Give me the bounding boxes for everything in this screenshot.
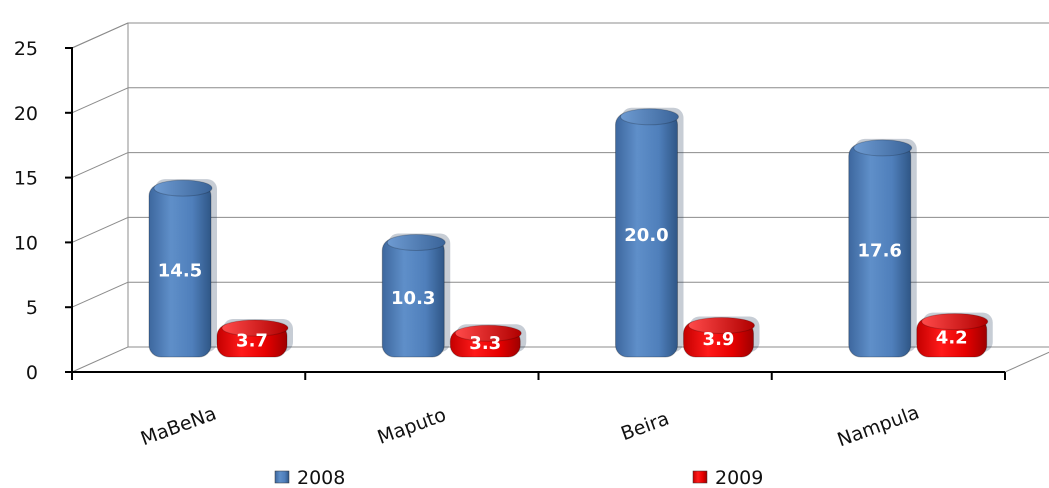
bar-2008-top <box>853 139 913 157</box>
bar-2009-top <box>454 324 522 342</box>
bar-2008-top <box>386 234 446 252</box>
bar-2009-top <box>921 313 989 331</box>
data-label-2009: 3.3 <box>469 333 501 354</box>
bar-2009 <box>683 316 760 358</box>
gridline-diagonal <box>71 152 129 179</box>
category-label: Beira <box>618 408 672 446</box>
legend-label-2009: 2009 <box>715 467 763 488</box>
bar-2008-top <box>153 179 213 197</box>
bars <box>148 107 993 358</box>
bar-2008-top <box>620 108 679 126</box>
bar-2009 <box>216 319 293 358</box>
bar-2008 <box>615 107 684 358</box>
bar-2008 <box>381 233 451 358</box>
category-label: Nampula <box>834 401 922 451</box>
bar-2009 <box>916 312 993 358</box>
bar-2008 <box>148 179 217 358</box>
legend-swatch-2009 <box>692 470 708 484</box>
gridline-diagonal <box>71 346 129 373</box>
y-tick-labels: 0 5 10 15 20 25 <box>14 38 38 384</box>
gridline-diagonal <box>71 281 129 308</box>
data-labels: 14.5 3.7 10.3 3.3 20.0 3.9 17.6 4.2 <box>158 225 968 354</box>
data-label-2009: 3.7 <box>236 331 268 352</box>
data-label-2008: 10.3 <box>391 288 435 309</box>
floor-right-edge <box>1004 351 1049 373</box>
y-tick-label: 25 <box>14 38 38 60</box>
bar-2008 <box>848 138 917 358</box>
axes <box>65 47 1006 380</box>
data-label-2008: 14.5 <box>158 261 202 282</box>
legend-label-2008: 2008 <box>297 467 345 488</box>
gridline-diagonal <box>71 22 129 49</box>
gridline-diagonal <box>71 216 129 243</box>
y-tick-label: 0 <box>26 362 38 384</box>
category-label: MaBeNa <box>138 403 219 451</box>
gridline-diagonal <box>71 87 129 114</box>
data-label-2009: 4.2 <box>936 327 968 348</box>
y-tick-label: 20 <box>14 103 38 125</box>
bar-2009 <box>449 324 527 358</box>
y-tick-label: 10 <box>14 232 38 254</box>
bar-2009-top <box>688 316 755 334</box>
category-labels: MaBeNa Maputo Beira Nampula <box>138 401 922 451</box>
y-tick-label: 15 <box>14 168 38 190</box>
category-label: Maputo <box>375 404 449 449</box>
legend-swatch-2008 <box>274 470 290 484</box>
bar-2009-top <box>221 319 289 337</box>
data-label-2008: 17.6 <box>858 240 902 261</box>
y-tick-label: 5 <box>26 297 38 319</box>
data-label-2008: 20.0 <box>624 225 668 246</box>
legend: 2008 2009 <box>274 467 763 488</box>
data-label-2009: 3.9 <box>703 329 735 350</box>
